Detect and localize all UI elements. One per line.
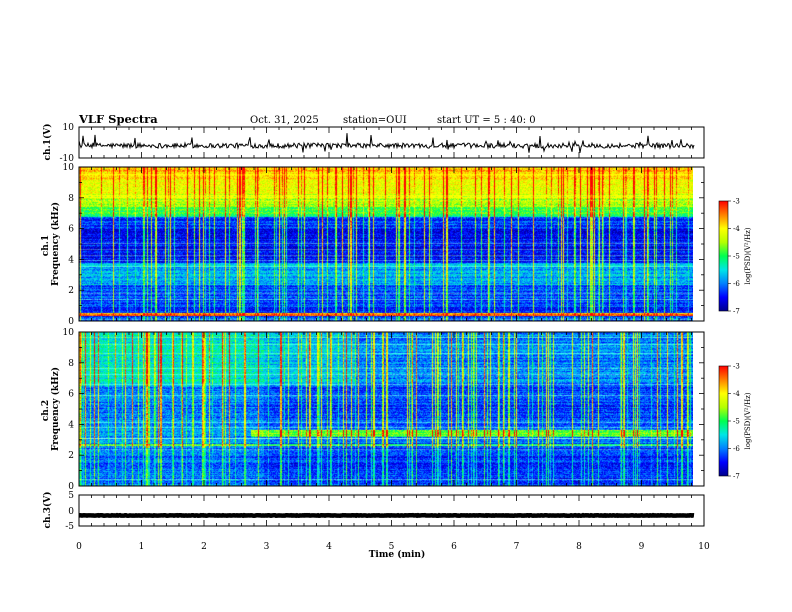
ch3-ytick-mid: 0 [68,507,74,517]
ch1-waveform-xticks [78,127,705,158]
ch2-colorbar-ticks: -3 -4 -5 -6 -7 [728,363,740,481]
ch2-ylabel-frequency: Frequency (kHz) [50,367,61,451]
x-tick-label: 8 [576,542,582,552]
ch3-waveform-trace [78,512,695,519]
ch2-spectrogram-panel: 10 8 6 4 2 0 ch.2 Frequency (kHz) [41,328,705,492]
colorbar-tick-label: -6 [733,280,740,288]
y-tick-label: 2 [68,451,74,461]
start-time-label: start UT = 5 : 40: 0 [437,115,536,126]
x-tick-label: 7 [514,542,520,552]
ch1-waveform-trace [78,133,695,153]
ch2-colorbar-scale [718,365,729,477]
ch1-ylabel-channel: ch.1 [41,235,51,256]
x-tick-label: 6 [451,542,457,552]
x-tick-label: 0 [76,542,82,552]
y-tick-label: 0 [68,482,74,492]
ch1-colorbar-scale [718,200,729,312]
ch1-waveform-panel: 10 -10 ch.1(V) [42,123,705,164]
ch1-spectrogram-ylabel: ch.1 Frequency (kHz) [41,202,61,286]
ch2-spectrogram-yticks: 10 8 6 4 2 0 [63,328,704,492]
y-tick-label: 8 [68,359,74,369]
ch1-colorbar: -3 -4 -5 -6 -7 log(PSD)(V²/Hz) [718,198,752,316]
ch1-spectrogram-panel: 10 8 6 4 2 0 ch.1 Frequency (kHz) [41,163,705,327]
ch1-colorbar-ticks: -3 -4 -5 -6 -7 [728,198,740,316]
ch2-spectrogram-ylabel: ch.2 Frequency (kHz) [41,367,61,451]
colorbar-tick-label: -4 [733,225,740,233]
y-tick-label: 6 [68,225,74,235]
x-tick-label: 10 [698,542,710,552]
time-axis-label: Time (min) [369,549,426,560]
y-tick-label: 10 [63,328,75,338]
colorbar-tick-label: -7 [733,473,740,481]
colorbar-tick-label: -3 [733,363,740,371]
x-tick-label: 4 [326,542,332,552]
ch3-waveform-ylabel: ch.3(V) [42,492,53,529]
ch1-spectrogram-xticks [78,167,705,321]
time-axis-tick-labels: 0 1 2 3 4 5 6 7 8 9 10 [76,542,710,552]
ch3-ytick-top: 5 [68,491,74,501]
colorbar-tick-label: -4 [733,390,740,398]
y-tick-label: 4 [68,420,74,430]
x-tick-label: 5 [389,542,395,552]
ch1-ylabel-frequency: Frequency (kHz) [50,202,61,286]
ch2-spectrogram-xticks [78,332,705,486]
x-tick-label: 1 [139,542,145,552]
ch3-waveform-panel: 5 0 -5 ch.3(V) [42,491,705,532]
x-tick-label: 9 [639,542,645,552]
ch1-waveform-ylabel: ch.1(V) [42,124,53,161]
ch1-colorbar-label: log(PSD)(V²/Hz) [744,227,752,284]
x-tick-label: 3 [264,542,270,552]
ch1-ytick-top: 10 [63,123,75,133]
x-tick-label: 2 [201,542,207,552]
ch3-ytick-bottom: -5 [65,522,74,532]
ch3-waveform-xticks [78,495,705,526]
station-label: station=OUI [343,115,407,126]
colorbar-tick-label: -6 [733,445,740,453]
ch2-colorbar: -3 -4 -5 -6 -7 log(PSD)(V²/Hz) [718,363,752,481]
y-tick-label: 10 [63,163,75,173]
y-tick-label: 0 [68,317,74,327]
ch2-ylabel-channel: ch.2 [41,400,51,421]
y-tick-label: 8 [68,194,74,204]
chart-title: VLF Spectra [78,112,158,126]
ch1-ytick-bottom: -10 [60,154,75,164]
colorbar-tick-label: -3 [733,198,740,206]
ch2-colorbar-label: log(PSD)(V²/Hz) [744,392,752,449]
colorbar-tick-label: -5 [733,418,740,426]
ch1-spectrogram-yticks: 10 8 6 4 2 0 [63,163,704,327]
ch1-spectrogram-image [79,167,693,321]
y-tick-label: 6 [68,390,74,400]
y-tick-label: 2 [68,286,74,296]
colorbar-tick-label: -5 [733,253,740,261]
y-tick-label: 4 [68,255,74,265]
date-label: Oct. 31, 2025 [250,115,319,126]
ch2-spectrogram-image [79,332,693,486]
colorbar-tick-label: -7 [733,308,740,316]
